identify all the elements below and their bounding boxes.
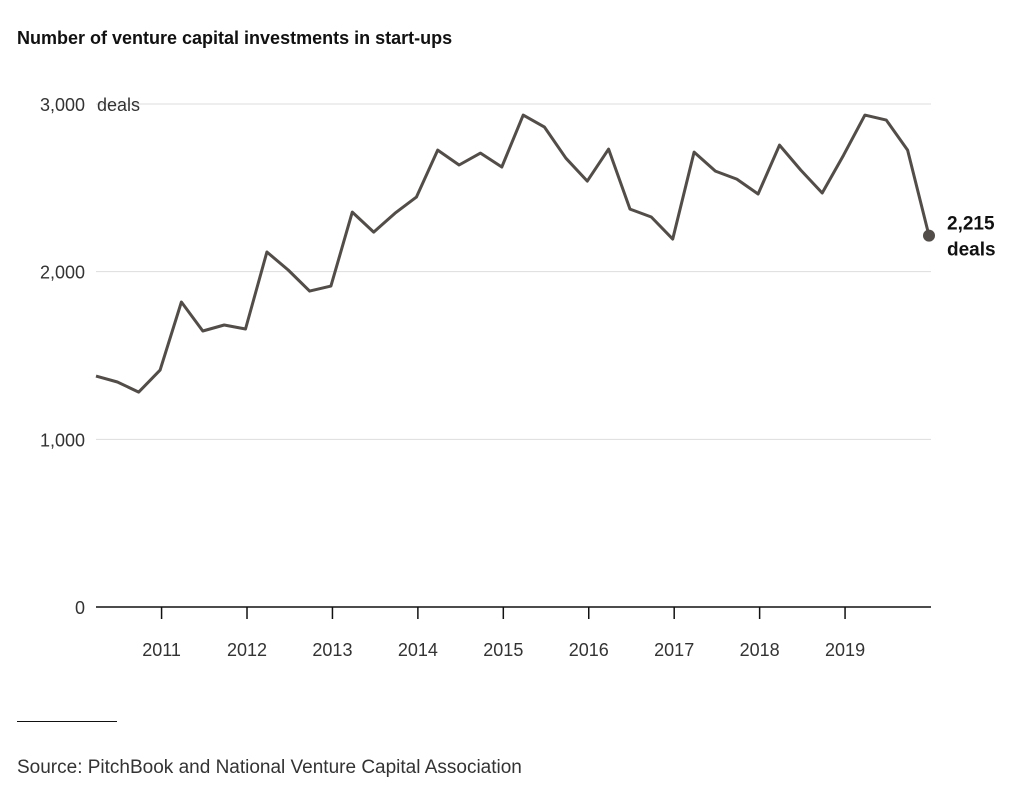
x-tick-label: 2013 [312,640,352,660]
end-unit-label: deals [947,240,996,261]
y-tick-label: 0 [75,598,85,618]
x-tick-label: 2017 [654,640,694,660]
x-tick-label: 2018 [740,640,780,660]
x-tick-label: 2012 [227,640,267,660]
y-unit-label: deals [97,95,140,115]
y-tick-label: 1,000 [40,430,85,450]
chart-title: Number of venture capital investments in… [17,28,453,48]
end-value-label: 2,215 [947,214,995,235]
x-tick-label: 2014 [398,640,438,660]
y-tick-label: 3,000 [40,95,85,115]
x-tick-label: 2019 [825,640,865,660]
x-tick-label: 2011 [142,640,181,660]
source-note: Source: PitchBook and National Venture C… [17,757,522,778]
x-tick-label: 2015 [483,640,523,660]
y-tick-label: 2,000 [40,263,85,283]
x-tick-label: 2016 [569,640,609,660]
end-point-marker [923,229,935,242]
series-line-deals [95,113,931,394]
source-divider [17,721,117,722]
